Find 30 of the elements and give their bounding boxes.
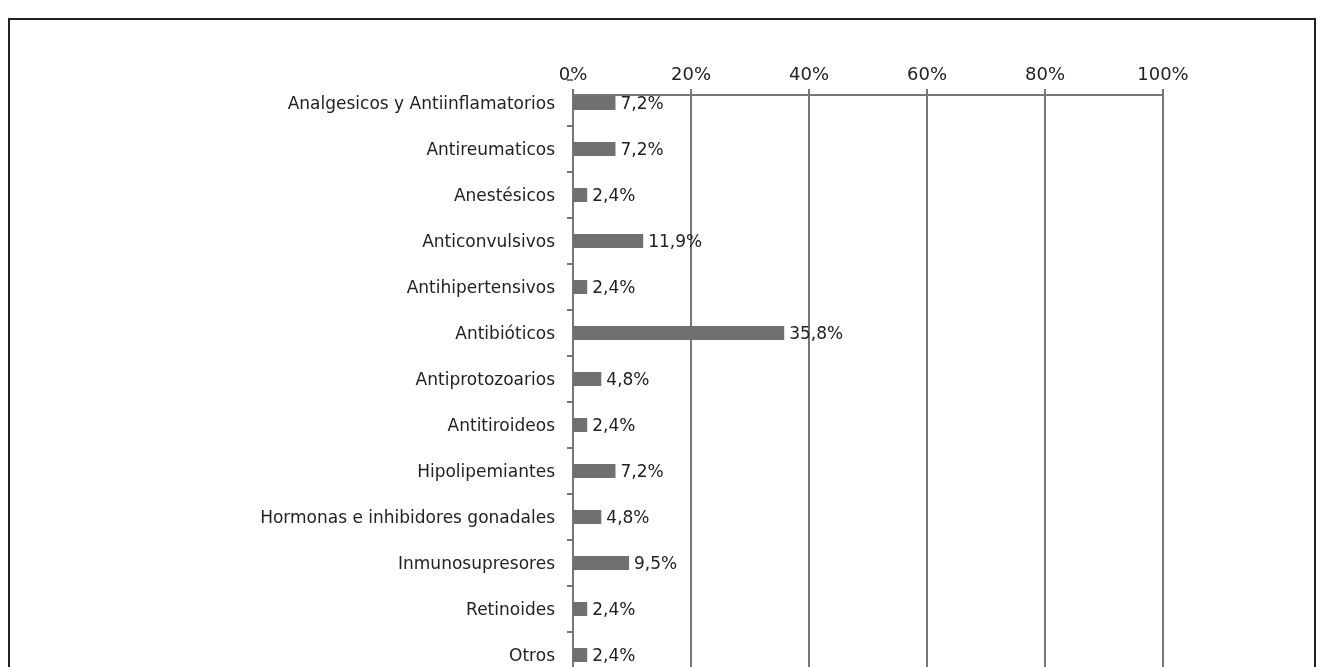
x-tick-label: 60% <box>906 63 948 84</box>
data-label: 2,4% <box>592 184 636 205</box>
y-tick-label: Anestésicos <box>453 184 556 205</box>
data-label: 7,2% <box>620 92 664 113</box>
data-label: 2,4% <box>592 276 636 297</box>
y-tick-label: Antireumaticos <box>426 138 556 159</box>
y-tick-label: Analgesicos y Antiinflamatorios <box>287 92 556 113</box>
y-tick-label: Antiprotozoarios <box>415 368 556 389</box>
x-tick-label: 40% <box>788 63 830 84</box>
data-label: 4,8% <box>606 506 650 527</box>
y-tick-label: Antibióticos <box>455 322 556 343</box>
data-label: 4,8% <box>606 368 650 389</box>
data-label: 2,4% <box>592 598 636 619</box>
data-label: 9,5% <box>634 552 678 573</box>
data-label: 2,4% <box>592 644 636 665</box>
y-tick-label: Antihipertensivos <box>406 276 556 297</box>
y-tick-label: Hormonas e inhibidores gonadales <box>260 506 556 527</box>
y-tick-label: Inmunosupresores <box>398 552 556 573</box>
data-label: 7,2% <box>620 460 664 481</box>
y-tick-label: Antitiroideos <box>447 414 556 435</box>
y-tick-label: Hipolipemiantes <box>417 460 556 481</box>
y-tick-label: Anticonvulsivos <box>422 230 556 251</box>
y-tick-label: Otros <box>509 644 556 665</box>
x-tick-label: 0% <box>558 63 588 84</box>
x-tick-label: 100% <box>1137 63 1189 84</box>
x-tick-label: 80% <box>1024 63 1066 84</box>
data-label: 7,2% <box>620 138 664 159</box>
y-tick-label: Retinoides <box>466 598 556 619</box>
x-tick-label: 20% <box>670 63 712 84</box>
data-label: 2,4% <box>592 414 636 435</box>
